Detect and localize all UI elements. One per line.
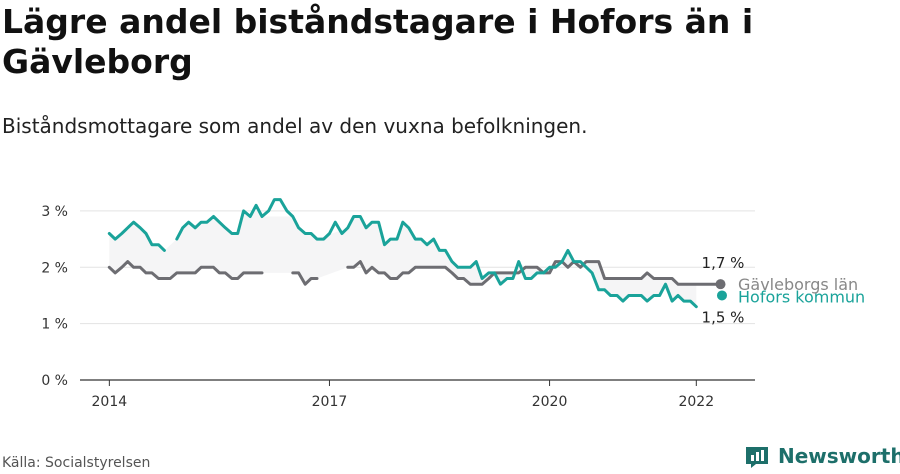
y-tick-label: 3 % bbox=[41, 204, 68, 220]
brand-name: Newsworthy bbox=[778, 444, 900, 468]
x-tick-label: 2020 bbox=[532, 394, 568, 410]
series-line-gavleborg bbox=[107, 260, 722, 286]
series-name-gavleborg: Gävleborgs län bbox=[738, 275, 858, 294]
source-note: Källa: Socialstyrelsen bbox=[2, 455, 151, 471]
chart-title: Lägre andel biståndstagare i Hofors än i… bbox=[2, 2, 754, 81]
chart-subtitle: Biståndsmottagare som andel av den vuxna… bbox=[2, 114, 588, 138]
difference-band bbox=[109, 205, 697, 307]
series-end-marker-hofors bbox=[716, 290, 727, 301]
series-name-hofors: Hofors kommun bbox=[738, 287, 865, 306]
y-tick-label: 1 % bbox=[41, 317, 68, 333]
series-lines bbox=[107, 198, 722, 309]
newsworthy-logo-icon bbox=[746, 447, 768, 468]
y-tick-label: 0 % bbox=[41, 373, 68, 389]
series-value-gavleborg: 1,7 % bbox=[702, 254, 745, 272]
x-tick-label: 2014 bbox=[92, 394, 128, 410]
x-tick-label: 2022 bbox=[678, 394, 714, 410]
x-tick-label: 2017 bbox=[312, 394, 348, 410]
series-end-marker-gavleborg bbox=[715, 279, 726, 290]
y-axis: 0 % 1 % 2 % 3 % bbox=[41, 204, 68, 389]
y-tick-label: 2 % bbox=[41, 260, 68, 276]
series-line-hofors bbox=[107, 198, 698, 309]
series-value-hofors: 1,5 % bbox=[702, 308, 745, 326]
line-chart: 0 % 1 % 2 % 3 % 2014 2017 2020 2022 Gävleborgs… bbox=[41, 198, 866, 410]
newsworthy-logo[interactable]: Newsworthy bbox=[744, 443, 900, 469]
x-axis: 2014 2017 2020 2022 bbox=[92, 380, 714, 410]
